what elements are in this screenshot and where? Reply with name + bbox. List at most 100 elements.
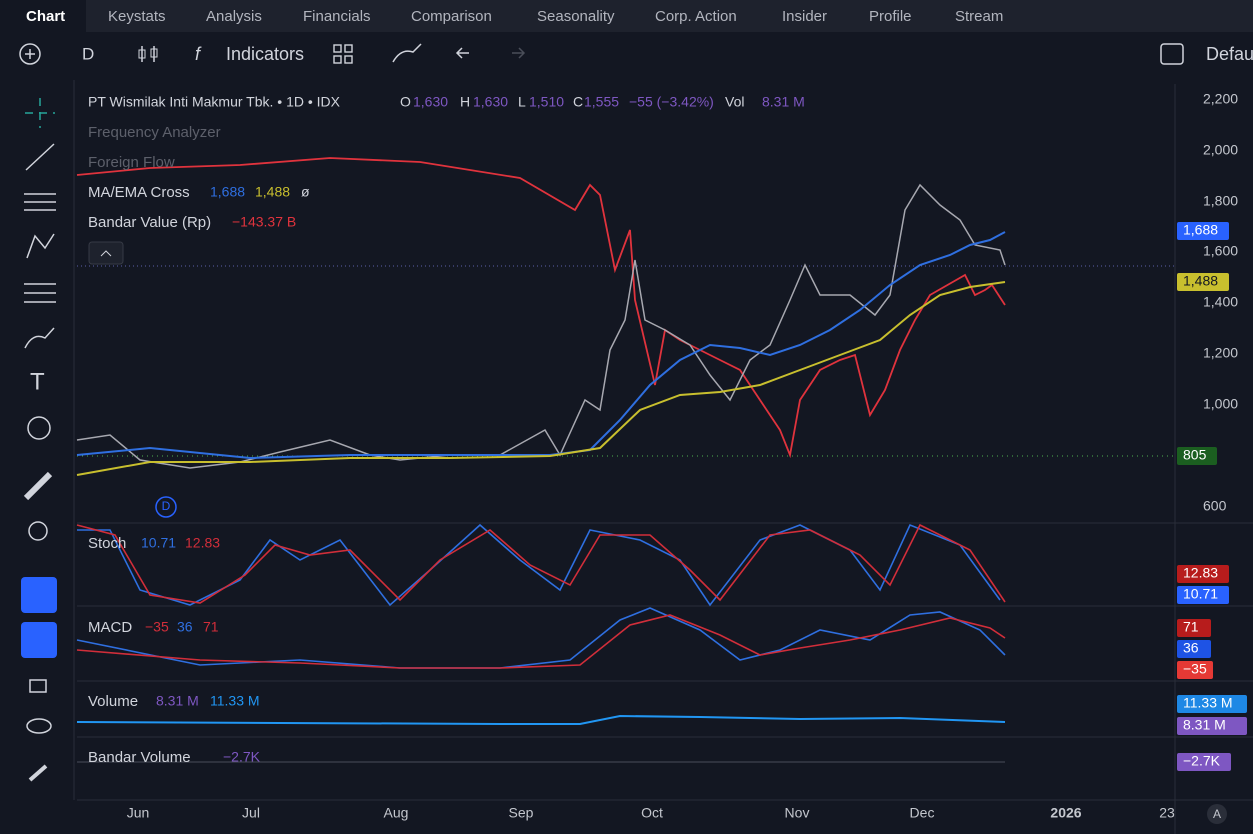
interval[interactable]: D [82, 44, 94, 63]
legend-item: −55 (−3.42%) [629, 94, 714, 110]
auto-scale[interactable] [1207, 804, 1227, 824]
stoch-d [76, 523, 1006, 604]
price-tick-label: 1,200 [1203, 345, 1238, 361]
layout-name[interactable]: Defau [1206, 44, 1253, 64]
tab[interactable]: Keystats [108, 8, 166, 25]
price-tick-label: 1,800 [1203, 193, 1238, 209]
pattern-tool[interactable] [26, 233, 55, 259]
pane-name[interactable]: Stoch [88, 535, 126, 552]
pane-value: 36 [177, 619, 193, 635]
time-tick-label: 23 [1159, 805, 1175, 821]
indicator-name[interactable]: Frequency Analyzer [88, 124, 221, 141]
legend-item: 1,630 [473, 94, 508, 110]
collapse-icon [100, 250, 112, 257]
pane-name[interactable]: Bandar Volume [88, 749, 191, 766]
tab[interactable]: Insider [782, 8, 827, 25]
price-tick-label: 2,200 [1203, 91, 1238, 107]
tab-bar [0, 0, 1253, 32]
collapse-button[interactable] [88, 241, 124, 265]
zoom-tool[interactable] [28, 521, 48, 541]
price-tick-label: 600 [1203, 498, 1227, 514]
price-tick-label: 1,600 [1203, 243, 1238, 259]
pane-value: −35 [145, 619, 169, 635]
active-tab-bg [0, 0, 86, 32]
pane-dividers [77, 84, 1253, 834]
legend-item: 1,630 [413, 94, 448, 110]
emoji-tool[interactable] [27, 416, 51, 440]
text-tool[interactable]: T [30, 368, 45, 395]
indicator-name[interactable]: Bandar Value (Rp) [88, 214, 211, 231]
fib-tool[interactable] [24, 193, 56, 211]
indicators-button[interactable]: Indicators [226, 44, 304, 64]
ma-line [76, 231, 1006, 460]
magnet-tool[interactable] [21, 577, 57, 613]
tab[interactable]: Comparison [411, 8, 492, 25]
time-tick-label: Nov [785, 805, 810, 821]
price-badge [1177, 447, 1217, 465]
time-tick-label: Dec [910, 805, 935, 821]
link-tool[interactable] [28, 764, 48, 782]
lock-draw-tool[interactable] [21, 622, 57, 658]
tab[interactable]: Analysis [206, 8, 262, 25]
signal-line [76, 614, 1006, 669]
layout-icon[interactable] [1160, 43, 1184, 65]
tab[interactable]: Chart [26, 8, 65, 25]
projection-tool[interactable] [24, 283, 56, 303]
undo[interactable] [455, 47, 469, 59]
crosshair-tool[interactable] [25, 98, 55, 128]
pane-name[interactable]: Volume [88, 693, 138, 710]
price-badge [1177, 619, 1211, 637]
price-badge-label: 805 [1183, 447, 1207, 463]
price-badge-label: 1,688 [1183, 222, 1218, 238]
indicator-name[interactable]: Foreign Flow [88, 154, 175, 171]
price-tick-label: 1,000 [1203, 396, 1238, 412]
candle-icon [138, 49, 146, 59]
price-badge [1177, 695, 1247, 713]
pane-value: 71 [203, 619, 219, 635]
legend-item: L [518, 94, 526, 110]
corner [0, 800, 77, 834]
brush-tool[interactable] [24, 327, 55, 349]
line-tool[interactable] [25, 143, 55, 171]
add-symbol[interactable] [19, 43, 41, 65]
indicator-name[interactable]: MA/EMA Cross [88, 184, 190, 201]
legend-item: C [573, 94, 583, 110]
add-icon [25, 49, 35, 59]
time-tick-label: Sep [509, 805, 534, 821]
price-badge [1177, 661, 1213, 679]
hide-tool[interactable] [26, 718, 52, 734]
tab[interactable]: Financials [303, 8, 371, 25]
dividend-label[interactable]: D [162, 499, 171, 513]
ema-line [76, 281, 1006, 476]
tab[interactable]: Corp. Action [655, 8, 737, 25]
layouts-icon[interactable] [333, 44, 353, 64]
price-badge [1177, 222, 1229, 240]
price-tick-label: 1,400 [1203, 294, 1238, 310]
auto-scale-label[interactable]: A [1213, 807, 1221, 821]
time-tick-label: Aug [384, 805, 409, 821]
dividend-marker[interactable] [155, 496, 177, 518]
pane-value: 8.31 M [156, 693, 199, 709]
tab[interactable]: Profile [869, 8, 912, 25]
price-badge-label: 11.33 M [1183, 695, 1233, 711]
pane-value: −2.7K [223, 749, 261, 765]
redo[interactable] [512, 47, 526, 59]
time-tick-label: Jul [242, 805, 260, 821]
price-badge-label: −2.7K [1183, 753, 1221, 769]
ruler-tool[interactable] [23, 471, 53, 501]
price-badge-label: 36 [1183, 640, 1199, 656]
price-badge [1177, 273, 1229, 291]
lock-tool[interactable] [29, 679, 47, 693]
price-badge-label: 1,488 [1183, 273, 1218, 289]
tab[interactable]: Seasonality [537, 8, 615, 25]
indicator-value: 1,488 [255, 184, 290, 200]
drawing-icon[interactable] [392, 43, 422, 63]
fx-icon: f [195, 44, 202, 64]
indicator-value: ø [301, 184, 310, 200]
price-badge-label: 8.31 M [1183, 717, 1226, 733]
pane-name[interactable]: MACD [88, 619, 132, 636]
price-line [76, 183, 1006, 469]
tab[interactable]: Stream [955, 8, 1003, 25]
